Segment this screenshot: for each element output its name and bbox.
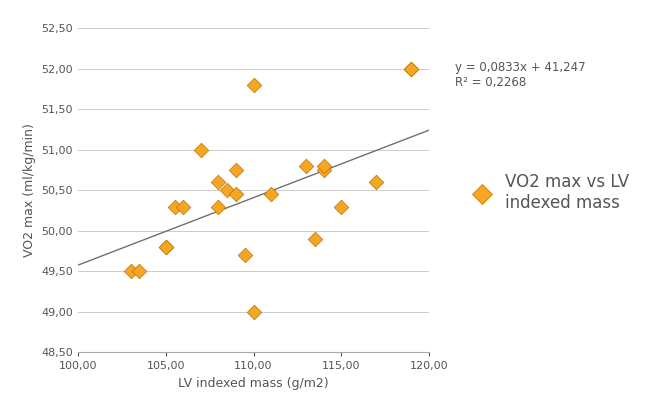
- Legend: VO2 max vs LV
indexed mass: VO2 max vs LV indexed mass: [458, 166, 636, 218]
- Point: [248, 82, 259, 88]
- Point: [213, 179, 224, 185]
- Point: [318, 163, 329, 169]
- Point: [318, 167, 329, 173]
- Point: [266, 191, 276, 198]
- X-axis label: LV indexed mass (g/m2): LV indexed mass (g/m2): [178, 377, 329, 390]
- Point: [310, 236, 320, 242]
- Point: [248, 309, 259, 315]
- Point: [213, 203, 224, 210]
- Point: [161, 244, 171, 250]
- Y-axis label: VO2 max (ml/kg/min): VO2 max (ml/kg/min): [23, 124, 36, 257]
- Point: [135, 268, 145, 275]
- Point: [406, 66, 417, 72]
- Point: [222, 187, 233, 194]
- Point: [178, 203, 188, 210]
- Point: [406, 66, 417, 72]
- Point: [336, 203, 346, 210]
- Point: [170, 203, 180, 210]
- Point: [196, 147, 206, 153]
- Point: [125, 268, 136, 275]
- Point: [240, 252, 250, 258]
- Text: y = 0,0833x + 41,247
R² = 0,2268: y = 0,0833x + 41,247 R² = 0,2268: [455, 61, 586, 89]
- Point: [301, 163, 311, 169]
- Point: [371, 179, 382, 185]
- Point: [161, 244, 171, 250]
- Point: [231, 167, 241, 173]
- Point: [231, 191, 241, 198]
